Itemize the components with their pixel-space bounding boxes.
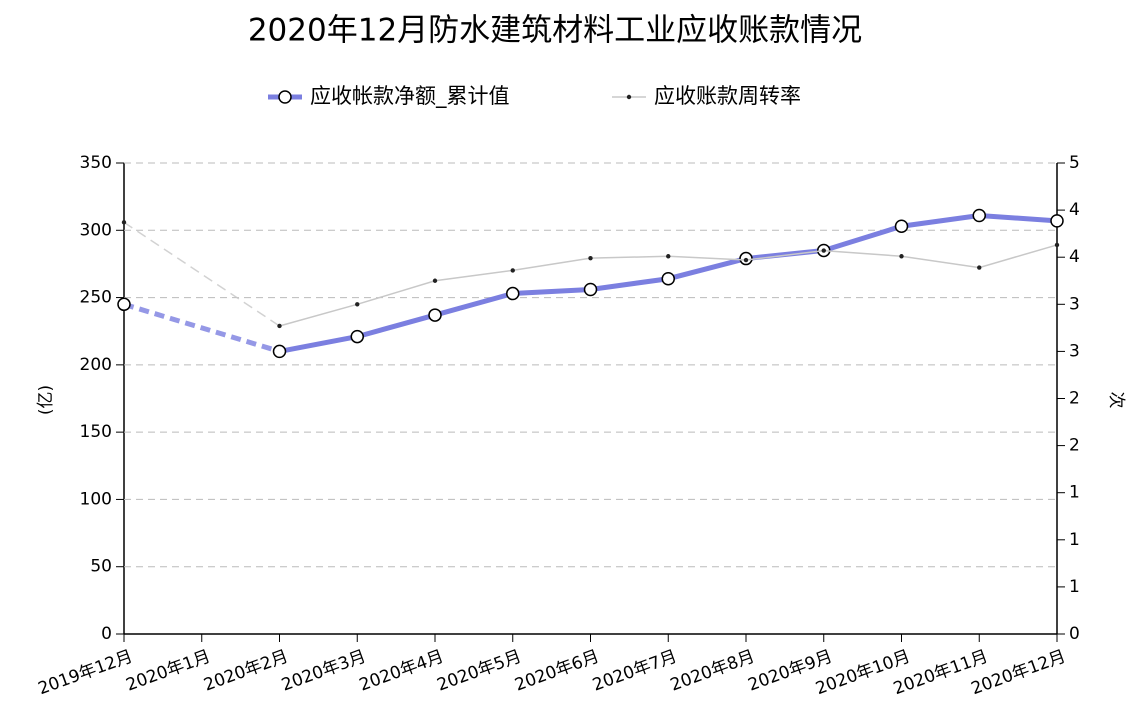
y2-tick-label: 5: [1069, 153, 1080, 173]
y-tick-label: 200: [80, 355, 112, 375]
y2-tick-label: 1: [1069, 530, 1080, 550]
x-tick-label: 2020年3月: [279, 647, 369, 696]
y-axis-label: (亿): [36, 385, 56, 415]
y2-tick-label: 3: [1069, 294, 1080, 314]
point: [428, 308, 442, 322]
legend-label: 应收帐款净额_累计值: [310, 84, 510, 109]
y-tick-label: 100: [80, 489, 112, 509]
y2-tick-label: 0: [1069, 624, 1080, 644]
legend-label: 应收账款周转率: [654, 84, 801, 108]
point: [743, 257, 749, 263]
point: [661, 271, 675, 286]
gap-bridge: [123, 301, 281, 354]
y-tick-label: 0: [101, 624, 112, 644]
point: [506, 286, 520, 301]
point: [666, 254, 671, 259]
point: [355, 302, 360, 307]
y2-tick-label: 4: [1069, 200, 1080, 220]
y2-tick-label: 4: [1069, 247, 1080, 267]
x-tick-label: 2019年12月: [36, 647, 136, 700]
point: [583, 282, 598, 297]
x-tick-label: 2020年4月: [357, 647, 447, 696]
x-tick-label: 2020年2月: [201, 647, 291, 696]
point: [117, 297, 131, 312]
y-tick-label: 50: [90, 557, 112, 577]
point: [899, 254, 904, 259]
y-tick-label: 250: [80, 288, 112, 308]
point: [510, 268, 515, 273]
y2-tick-label: 1: [1069, 483, 1080, 503]
x-tick-label: 2020年6月: [512, 647, 602, 696]
point: [1054, 242, 1060, 248]
y2-tick-label: 3: [1069, 341, 1080, 361]
point: [121, 220, 127, 225]
y-tick-label: 150: [80, 422, 112, 442]
point: [350, 329, 364, 344]
point: [432, 278, 438, 283]
x-tick-label: 2020年7月: [590, 647, 680, 696]
point: [272, 344, 287, 359]
y-tick-label: 300: [80, 220, 112, 240]
point: [894, 219, 909, 233]
y2-axis-label: 次: [1106, 392, 1126, 409]
point: [1050, 214, 1064, 228]
y2-tick-label: 2: [1069, 389, 1080, 409]
point: [277, 323, 282, 329]
x-tick-label: 2020年8月: [668, 647, 758, 696]
x-tick-label: 2020年5月: [435, 647, 525, 696]
x-tick-label: 2020年1月: [124, 647, 214, 696]
chart-title: 2020年12月防水建筑材料工业应收账款情况: [248, 13, 862, 49]
point: [588, 255, 593, 261]
legend-marker: [626, 94, 632, 100]
point: [972, 208, 986, 223]
y-tick-label: 350: [80, 153, 112, 173]
legend-marker: [278, 90, 292, 104]
point: [977, 265, 982, 270]
y2-tick-label: 2: [1069, 436, 1080, 456]
point: [821, 248, 826, 253]
y2-tick-label: 1: [1069, 577, 1080, 597]
